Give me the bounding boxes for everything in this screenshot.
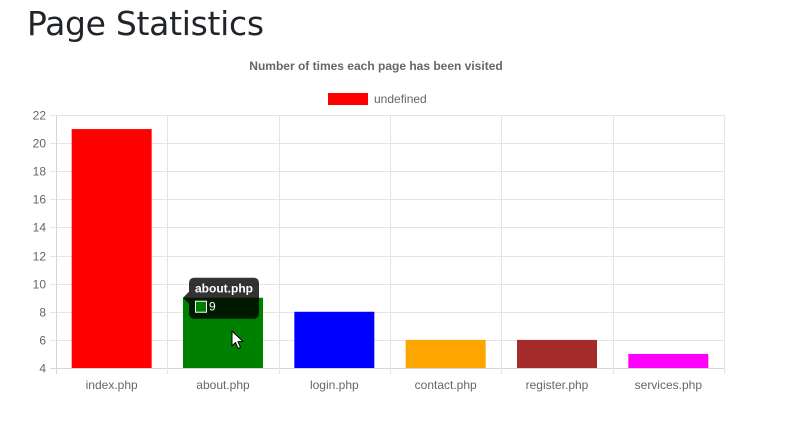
bar-services[interactable]	[628, 353, 709, 368]
page-title: Page Statistics	[27, 4, 264, 43]
y-tick-label: 4	[39, 362, 46, 376]
y-tick-label: 18	[33, 165, 47, 179]
chart-legend[interactable]: undefined	[328, 92, 427, 106]
x-axis: index.php about.php login.php contact.php re…	[86, 378, 703, 392]
y-tick-label: 20	[33, 137, 47, 151]
bar-login[interactable]	[294, 311, 375, 368]
x-tick-label: index.php	[86, 378, 138, 392]
tooltip-title: about.php	[195, 282, 253, 296]
y-tick-label: 6	[39, 334, 46, 348]
y-tick-label: 16	[33, 193, 47, 207]
legend-swatch	[328, 93, 368, 105]
legend-label: undefined	[374, 92, 427, 106]
chart-title: Number of times each page has been visit…	[249, 59, 502, 73]
y-axis: 4 6 8 10 12 14 16 18 20 22	[33, 109, 47, 376]
y-tick-label: 14	[33, 221, 47, 235]
y-tick-label: 12	[33, 250, 47, 264]
bar-register[interactable]	[517, 339, 597, 368]
y-tick-label: 22	[33, 109, 47, 123]
mouse-cursor-icon	[231, 330, 244, 349]
x-tick-label: services.php	[635, 378, 703, 392]
bar-contact[interactable]	[405, 339, 486, 368]
y-tick-label: 8	[39, 306, 46, 320]
x-tick-label: login.php	[310, 378, 359, 392]
bar-index[interactable]	[71, 129, 152, 368]
x-tick-label: about.php	[196, 378, 250, 392]
y-tick-label: 10	[33, 278, 47, 292]
x-tick-label: register.php	[526, 378, 589, 392]
tooltip-caret	[183, 291, 189, 304]
x-tick-label: contact.php	[415, 378, 477, 392]
chart-grid	[50, 115, 725, 374]
chart-bars	[71, 129, 709, 368]
tooltip-value: 9	[209, 300, 216, 314]
chart-tooltip: about.php 9	[183, 277, 259, 319]
tooltip-color-fill	[196, 301, 206, 312]
